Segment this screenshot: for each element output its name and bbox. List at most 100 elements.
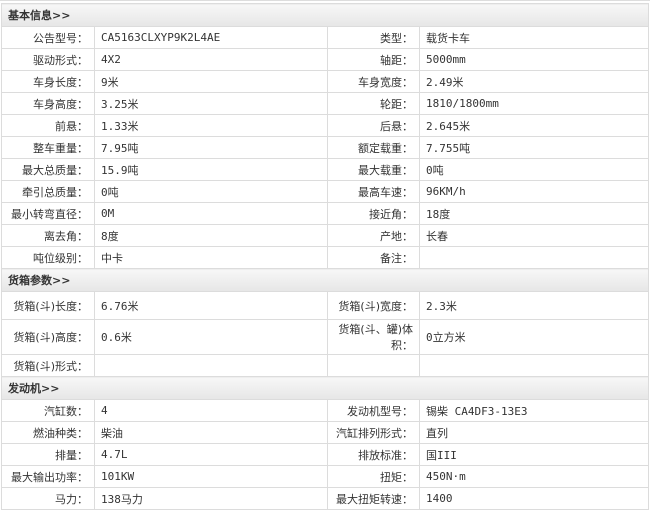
spec-value: 1.33米	[94, 114, 328, 137]
spec-value: 0吨	[419, 158, 649, 181]
spec-label: 车身长度：	[1, 70, 95, 93]
spec-label: 车身高度：	[1, 92, 95, 115]
spec-value: 3.25米	[94, 92, 328, 115]
spec-label: 最高车速：	[327, 180, 420, 203]
spec-label	[327, 354, 420, 377]
cargo-section-header: 货箱参数>>	[1, 268, 649, 292]
spec-row: 燃油种类： 柴油 汽缸排列形式： 直列	[1, 421, 649, 444]
spec-row: 货箱(斗)形式：	[1, 354, 649, 377]
spec-row: 汽缸数： 4 发动机型号： 锡柴 CA4DF3-13E3	[1, 399, 649, 422]
spec-row: 货箱(斗)高度： 0.6米 货箱(斗、罐)体积： 0立方米	[1, 319, 649, 355]
spec-label: 排放标准：	[327, 443, 420, 466]
spec-value: 直列	[419, 421, 649, 444]
spec-row: 最小转弯直径： 0M 接近角： 18度	[1, 202, 649, 225]
spec-label: 汽缸数：	[1, 399, 95, 422]
spec-value: CA5163CLXYP9K2L4AE	[94, 26, 328, 49]
spec-row: 排量： 4.7L 排放标准： 国III	[1, 443, 649, 466]
spec-value: 7.95吨	[94, 136, 328, 159]
spec-label: 汽缸排列形式：	[327, 421, 420, 444]
spec-value: 2.645米	[419, 114, 649, 137]
spec-value: 0M	[94, 202, 328, 225]
spec-row: 牵引总质量： 0吨 最高车速： 96KM/h	[1, 180, 649, 203]
spec-value: 138马力	[94, 487, 328, 510]
spec-row: 车身高度： 3.25米 轮距： 1810/1800mm	[1, 92, 649, 115]
spec-value: 18度	[419, 202, 649, 225]
top-border	[0, 0, 650, 3]
spec-value: 2.49米	[419, 70, 649, 93]
spec-value: 15.9吨	[94, 158, 328, 181]
spec-value	[94, 354, 328, 377]
spec-label: 整车重量：	[1, 136, 95, 159]
spec-label: 接近角：	[327, 202, 420, 225]
spec-value: 6.76米	[94, 291, 328, 320]
spec-label: 轴距：	[327, 48, 420, 71]
spec-label: 最大扭矩转速：	[327, 487, 420, 510]
spec-value: 96KM/h	[419, 180, 649, 203]
spec-value: 8度	[94, 224, 328, 247]
spec-label: 吨位级别：	[1, 246, 95, 269]
spec-row: 最大输出功率： 101KW 扭矩： 450N·m	[1, 465, 649, 488]
spec-row: 前悬： 1.33米 后悬： 2.645米	[1, 114, 649, 137]
spec-value: 2.3米	[419, 291, 649, 320]
spec-row: 公告型号： CA5163CLXYP9K2L4AE 类型： 载货卡车	[1, 26, 649, 49]
spec-label: 货箱(斗)长度：	[1, 291, 95, 320]
spec-label: 备注：	[327, 246, 420, 269]
spec-label: 最大输出功率：	[1, 465, 95, 488]
spec-row: 最大总质量： 15.9吨 最大载重： 0吨	[1, 158, 649, 181]
spec-label: 前悬：	[1, 114, 95, 137]
section-title: 货箱参数>>	[1, 268, 649, 292]
spec-label: 产地：	[327, 224, 420, 247]
section-title: 基本信息>>	[1, 3, 649, 27]
spec-value: 4.7L	[94, 443, 328, 466]
spec-table: 基本信息>> 公告型号： CA5163CLXYP9K2L4AE 类型： 载货卡车 驱动形式…	[1, 3, 649, 510]
spec-row: 货箱(斗)长度： 6.76米 货箱(斗)宽度： 2.3米	[1, 291, 649, 320]
spec-value: 7.755吨	[419, 136, 649, 159]
spec-value: 1400	[419, 487, 649, 510]
spec-label: 扭矩：	[327, 465, 420, 488]
spec-label: 额定载重：	[327, 136, 420, 159]
spec-label: 货箱(斗、罐)体积：	[327, 319, 420, 355]
spec-label: 驱动形式：	[1, 48, 95, 71]
spec-row: 驱动形式： 4X2 轴距： 5000mm	[1, 48, 649, 71]
spec-value: 0.6米	[94, 319, 328, 355]
spec-label: 最小转弯直径：	[1, 202, 95, 225]
spec-value	[419, 354, 649, 377]
spec-label: 货箱(斗)形式：	[1, 354, 95, 377]
spec-label: 货箱(斗)高度：	[1, 319, 95, 355]
spec-label: 最大载重：	[327, 158, 420, 181]
spec-row: 马力： 138马力 最大扭矩转速： 1400	[1, 487, 649, 510]
spec-value: 锡柴 CA4DF3-13E3	[419, 399, 649, 422]
spec-value: 9米	[94, 70, 328, 93]
spec-value: 1810/1800mm	[419, 92, 649, 115]
engine-section-header: 发动机>>	[1, 376, 649, 400]
spec-label: 公告型号：	[1, 26, 95, 49]
section-title: 发动机>>	[1, 376, 649, 400]
spec-value: 0吨	[94, 180, 328, 203]
spec-label: 最大总质量：	[1, 158, 95, 181]
spec-row: 车身长度： 9米 车身宽度： 2.49米	[1, 70, 649, 93]
spec-row: 吨位级别： 中卡 备注：	[1, 246, 649, 269]
spec-label: 排量：	[1, 443, 95, 466]
spec-value: 中卡	[94, 246, 328, 269]
spec-value: 4X2	[94, 48, 328, 71]
spec-value: 长春	[419, 224, 649, 247]
spec-label: 类型：	[327, 26, 420, 49]
spec-label: 离去角：	[1, 224, 95, 247]
spec-row: 整车重量： 7.95吨 额定载重： 7.755吨	[1, 136, 649, 159]
spec-label: 后悬：	[327, 114, 420, 137]
spec-value: 450N·m	[419, 465, 649, 488]
spec-row: 离去角： 8度 产地： 长春	[1, 224, 649, 247]
spec-value: 101KW	[94, 465, 328, 488]
spec-value: 4	[94, 399, 328, 422]
spec-label: 轮距：	[327, 92, 420, 115]
spec-value	[419, 246, 649, 269]
spec-label: 马力：	[1, 487, 95, 510]
spec-label: 车身宽度：	[327, 70, 420, 93]
spec-value: 5000mm	[419, 48, 649, 71]
spec-value: 载货卡车	[419, 26, 649, 49]
spec-value: 国III	[419, 443, 649, 466]
spec-label: 燃油种类：	[1, 421, 95, 444]
spec-value: 柴油	[94, 421, 328, 444]
basic-section-header: 基本信息>>	[1, 3, 649, 27]
spec-label: 牵引总质量：	[1, 180, 95, 203]
